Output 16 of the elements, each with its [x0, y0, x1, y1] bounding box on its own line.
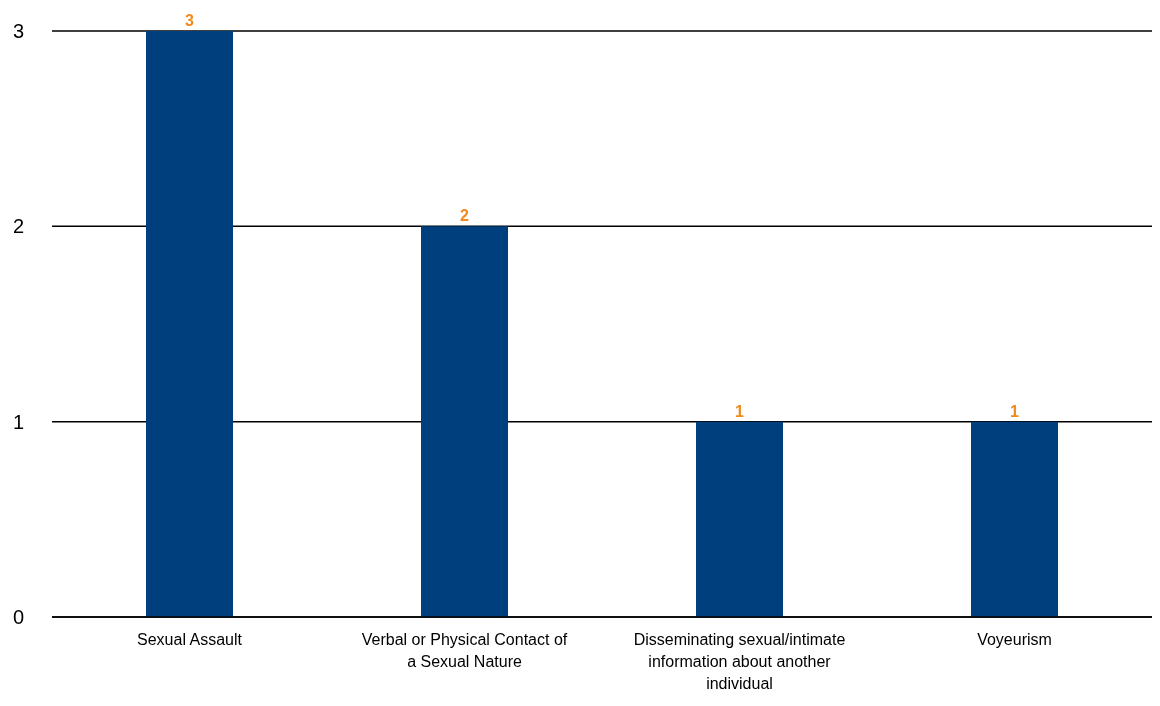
bar: [421, 226, 508, 617]
y-tick-label: 0: [12, 606, 24, 629]
x-tick-label: Disseminating sexual/intimate information about another individual: [633, 631, 846, 692]
data-label: 3: [185, 12, 195, 29]
data-label: 1: [735, 402, 745, 420]
y-tick-label: 3: [12, 20, 24, 43]
bar: [696, 421, 783, 617]
data-label: 2: [460, 207, 470, 225]
y-tick-label: 1: [12, 410, 24, 433]
data-label: 1: [1010, 402, 1020, 420]
bar: [971, 421, 1058, 617]
x-tick-label: Sexual Assault: [137, 631, 243, 648]
x-tick-label: Verbal or Physical Contact of a Sexual Nature: [361, 631, 568, 670]
x-tick-label: Voyeurism: [977, 631, 1052, 648]
bar: [146, 31, 233, 617]
y-tick-label: 2: [12, 215, 24, 238]
